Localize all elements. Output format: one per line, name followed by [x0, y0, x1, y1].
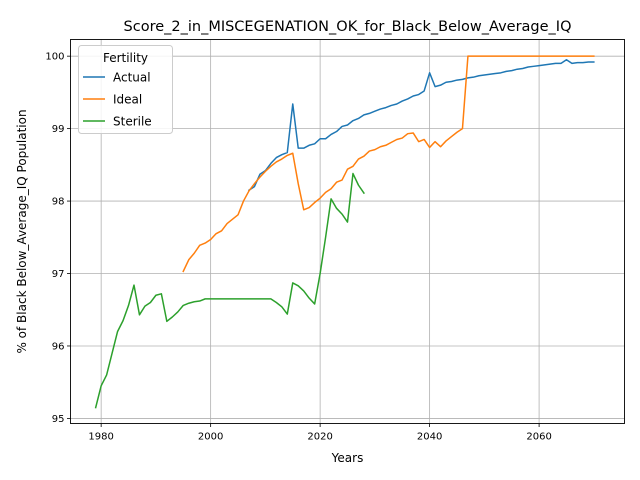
y-tick-label: 100: [45, 52, 64, 63]
y-axis-label: % of Black Below_Average_IQ Population: [15, 109, 29, 353]
series-line-actual: [247, 59, 595, 192]
legend-box: [78, 45, 173, 134]
legend: Fertility Actual Ideal Sterile: [78, 45, 173, 134]
legend-label-sterile: Sterile: [113, 115, 152, 129]
chart-title: Score_2_in_MISCEGENATION_OK_for_Black_Be…: [124, 19, 572, 35]
x-tick-label: 2020: [307, 432, 332, 443]
x-tick-label: 2040: [417, 432, 442, 443]
x-tick-label: 1980: [88, 432, 113, 443]
series-line-sterile: [94, 172, 365, 409]
y-tick-label: 98: [52, 197, 65, 208]
y-tick-label: 96: [52, 341, 65, 352]
y-tick-label: 99: [52, 124, 65, 135]
data-series: [94, 55, 595, 409]
y-tick-label: 97: [52, 269, 65, 280]
legend-title: Fertility: [103, 51, 148, 65]
x-tick-label: 2000: [198, 432, 223, 443]
y-tick-label: 95: [52, 414, 65, 425]
series-line-ideal: [182, 55, 595, 273]
legend-label-actual: Actual: [113, 71, 151, 85]
x-axis-label: Years: [331, 451, 364, 465]
legend-label-ideal: Ideal: [113, 93, 142, 107]
axis-ticks: 1980 2000 2020 2040 2060 95 96 97 98 99 100: [45, 52, 551, 443]
plot-area-frame: [70, 39, 625, 424]
legend-items: Actual Ideal Sterile: [83, 71, 152, 129]
x-tick-label: 2060: [526, 432, 551, 443]
